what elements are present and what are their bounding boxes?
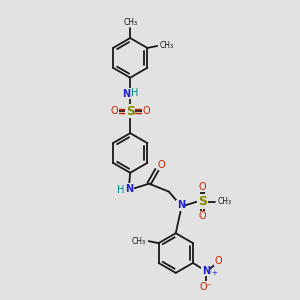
Text: S: S	[126, 105, 135, 118]
Text: H: H	[131, 88, 139, 98]
Text: O: O	[199, 212, 206, 221]
Text: N: N	[122, 88, 130, 98]
Text: +: +	[212, 270, 218, 276]
Text: N: N	[202, 266, 210, 276]
Text: N: N	[177, 200, 185, 211]
Text: CH₃: CH₃	[217, 197, 231, 206]
Text: O: O	[110, 106, 118, 116]
Text: S: S	[198, 195, 207, 208]
Text: N: N	[125, 184, 133, 194]
Text: CH₃: CH₃	[132, 237, 146, 246]
Text: O: O	[142, 106, 150, 116]
Text: H: H	[117, 184, 124, 195]
Text: CH₃: CH₃	[160, 41, 174, 50]
Text: O: O	[157, 160, 165, 170]
Text: O⁻: O⁻	[200, 282, 212, 292]
Text: CH₃: CH₃	[124, 18, 138, 27]
Text: O: O	[199, 182, 206, 192]
Text: O: O	[215, 256, 223, 266]
